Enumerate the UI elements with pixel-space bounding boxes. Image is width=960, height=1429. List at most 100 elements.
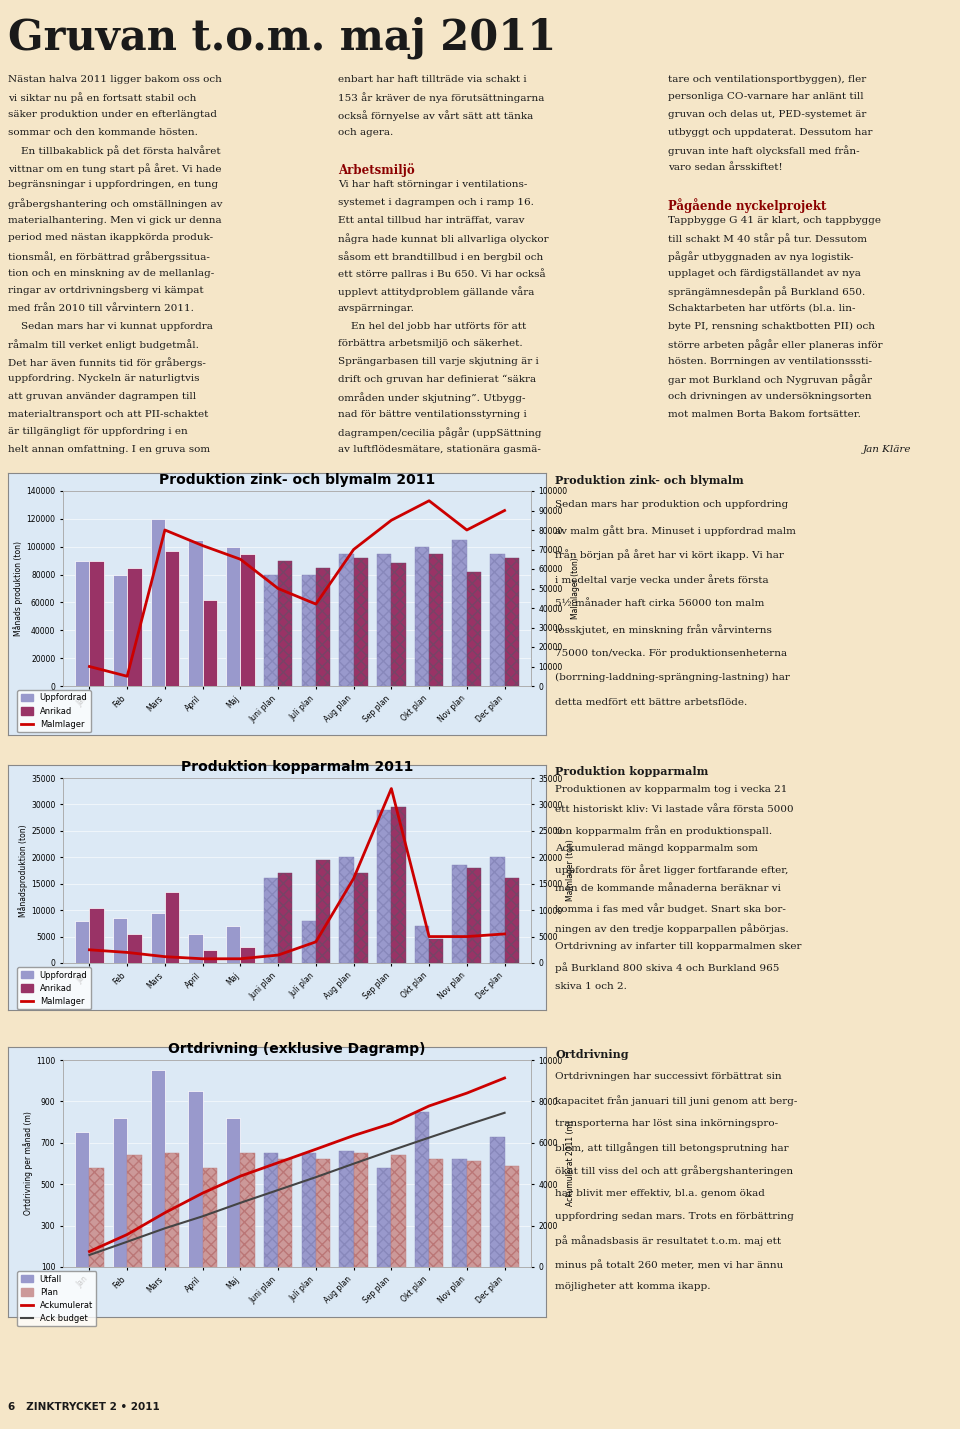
Text: Produktionen av kopparmalm tog i vecka 21: Produktionen av kopparmalm tog i vecka 2…: [555, 786, 787, 795]
Bar: [278, 873, 293, 963]
Bar: [113, 574, 127, 686]
Y-axis label: Malmlager (ton): Malmlager (ton): [570, 557, 580, 619]
Ack budget: [348, 1155, 359, 1172]
Text: Sedan mars har vi kunnat uppfordra: Sedan mars har vi kunnat uppfordra: [8, 322, 213, 330]
Text: sprängämnesdepån på Burkland 650.: sprängämnesdepån på Burkland 650.: [668, 286, 865, 297]
Text: upplevt attitydproblem gällande våra: upplevt attitydproblem gällande våra: [338, 286, 535, 297]
Text: på Burkland 800 skiva 4 och Burkland 965: på Burkland 800 skiva 4 och Burkland 965: [555, 962, 780, 973]
Text: säker produktion under en efterlängtad: säker produktion under en efterlängtad: [8, 110, 217, 119]
Text: Schaktarbeten har utförts (bl.a. lin-: Schaktarbeten har utförts (bl.a. lin-: [668, 304, 855, 313]
Ack budget: [197, 1208, 208, 1225]
Text: ringar av ortdrivningsberg vi kämpat: ringar av ortdrivningsberg vi kämpat: [8, 286, 204, 296]
Legend: Uppfordrad, Anrikad, Malmlager: Uppfordrad, Anrikad, Malmlager: [17, 967, 91, 1009]
Text: till schakt M 40 står på tur. Dessutom: till schakt M 40 står på tur. Dessutom: [668, 233, 867, 244]
Text: materialhantering. Men vi gick ur denna: materialhantering. Men vi gick ur denna: [8, 216, 222, 224]
Bar: [151, 913, 165, 963]
Text: gruvan inte haft olycksfall med från-: gruvan inte haft olycksfall med från-: [668, 146, 859, 156]
Bar: [188, 935, 203, 963]
Text: 6   ZINKTRYCKET 2 • 2011: 6 ZINKTRYCKET 2 • 2011: [8, 1402, 159, 1412]
Bar: [429, 553, 444, 686]
Bar: [505, 557, 519, 686]
Ackumulerat: [386, 1115, 397, 1132]
Bar: [377, 810, 392, 963]
Ackumulerat: [499, 1069, 511, 1086]
Text: Gruvan t.o.m. maj 2011: Gruvan t.o.m. maj 2011: [8, 16, 556, 59]
Bar: [151, 1070, 165, 1288]
Text: hösten. Borrningen av ventilationsssti-: hösten. Borrningen av ventilationsssti-: [668, 357, 872, 366]
Bar: [316, 860, 330, 963]
Ack budget: [461, 1116, 472, 1133]
Text: Sedan mars har produktion och uppfordring: Sedan mars har produktion och uppfordrin…: [555, 500, 788, 509]
Bar: [113, 917, 127, 963]
Text: Ortdrivning: Ortdrivning: [555, 1049, 629, 1060]
Bar: [203, 1167, 217, 1288]
Text: upplaget och färdigställandet av nya: upplaget och färdigställandet av nya: [668, 269, 861, 277]
Text: En hel del jobb har utförts för att: En hel del jobb har utförts för att: [338, 322, 526, 330]
Bar: [353, 1153, 368, 1288]
Text: Ackumulerad mängd kopparmalm som: Ackumulerad mängd kopparmalm som: [555, 845, 757, 853]
Text: Jan Kläre: Jan Kläre: [863, 444, 911, 454]
Text: möjligheter att komma ikapp.: möjligheter att komma ikapp.: [555, 1282, 710, 1292]
Text: några hade kunnat bli allvarliga olyckor: några hade kunnat bli allvarliga olyckor: [338, 233, 548, 244]
Text: vittnar om en tung start på året. Vi hade: vittnar om en tung start på året. Vi had…: [8, 163, 222, 173]
Text: begränsningar i uppfordringen, en tung: begränsningar i uppfordringen, en tung: [8, 180, 218, 190]
Ackumulerat: [310, 1140, 322, 1157]
Bar: [89, 560, 104, 686]
Text: men de kommande månaderna beräknar vi: men de kommande månaderna beräknar vi: [555, 883, 780, 893]
Ackumulerat: [121, 1226, 132, 1243]
Bar: [429, 1159, 444, 1288]
Text: områden under skjutning”. Utbygg-: områden under skjutning”. Utbygg-: [338, 392, 525, 403]
Text: ett historiskt kliv: Vi lastade våra första 5000: ett historiskt kliv: Vi lastade våra för…: [555, 805, 794, 815]
Text: kapacitet från januari till juni genom att berg-: kapacitet från januari till juni genom a…: [555, 1096, 798, 1106]
Text: Produktion kopparmalm: Produktion kopparmalm: [555, 766, 708, 777]
Text: Ett antal tillbud har inträffat, varav: Ett antal tillbud har inträffat, varav: [338, 216, 524, 224]
Text: vi siktar nu på en fortsatt stabil och: vi siktar nu på en fortsatt stabil och: [8, 93, 197, 103]
Ackumulerat: [461, 1085, 472, 1102]
Text: av malm gått bra. Minuset i uppfordrad malm: av malm gått bra. Minuset i uppfordrad m…: [555, 524, 796, 536]
Text: från början på året har vi kört ikapp. Vi har: från början på året har vi kört ikapp. V…: [555, 550, 784, 560]
Bar: [89, 907, 104, 963]
Text: har blivit mer effektiv, bl.a. genom ökad: har blivit mer effektiv, bl.a. genom öka…: [555, 1189, 765, 1198]
Text: gråbergshantering och omställningen av: gråbergshantering och omställningen av: [8, 199, 223, 209]
Text: Pågående nyckelprojekt: Pågående nyckelprojekt: [668, 199, 827, 213]
Bar: [75, 560, 89, 686]
Ack budget: [159, 1220, 171, 1238]
Bar: [316, 567, 330, 686]
Bar: [264, 574, 278, 686]
Bar: [188, 540, 203, 686]
Ack budget: [310, 1169, 322, 1186]
Ackumulerat: [234, 1167, 246, 1185]
Bar: [301, 574, 316, 686]
Bar: [127, 567, 141, 686]
Text: 153 år kräver de nya förutsättningarna: 153 år kräver de nya förutsättningarna: [338, 93, 544, 103]
Bar: [113, 1117, 127, 1288]
Text: ökat till viss del och att gråbergshanteringen: ökat till viss del och att gråbergshante…: [555, 1166, 793, 1176]
Text: drift och gruvan har definierat “säkra: drift och gruvan har definierat “säkra: [338, 374, 536, 384]
Text: materialtransport och att PII-schaktet: materialtransport och att PII-schaktet: [8, 410, 208, 419]
Ack budget: [121, 1233, 132, 1250]
Ack budget: [499, 1105, 511, 1122]
Text: period med nästan ikappkörda produk-: period med nästan ikappkörda produk-: [8, 233, 213, 243]
Text: pågår utbyggnaden av nya logistik-: pågår utbyggnaden av nya logistik-: [668, 252, 853, 262]
Text: (borrning-laddning-sprängning-lastning) har: (borrning-laddning-sprängning-lastning) …: [555, 673, 790, 683]
Text: också förnyelse av vårt sätt att tänka: också förnyelse av vårt sätt att tänka: [338, 110, 533, 120]
Ackumulerat: [423, 1097, 435, 1115]
Text: Tappbygge G 41 är klart, och tappbygge: Tappbygge G 41 är klart, och tappbygge: [668, 216, 881, 224]
Bar: [452, 540, 467, 686]
Ackumulerat: [84, 1243, 95, 1260]
Bar: [491, 553, 505, 686]
Text: med från 2010 till vårvintern 2011.: med från 2010 till vårvintern 2011.: [8, 304, 194, 313]
Bar: [415, 1112, 429, 1288]
Bar: [188, 1092, 203, 1288]
Bar: [392, 1155, 406, 1288]
Y-axis label: Månadsproduktion (ton): Månadsproduktion (ton): [18, 825, 28, 917]
Bar: [203, 600, 217, 686]
Bar: [429, 939, 444, 963]
Text: dagrampen/cecilia pågår (uppSättning: dagrampen/cecilia pågår (uppSättning: [338, 427, 541, 439]
Text: systemet i dagrampen och i ramp 16.: systemet i dagrampen och i ramp 16.: [338, 199, 534, 207]
Y-axis label: Malmlager (ton): Malmlager (ton): [565, 840, 575, 902]
Bar: [452, 865, 467, 963]
Bar: [339, 553, 353, 686]
Bar: [353, 873, 368, 963]
Bar: [301, 920, 316, 963]
